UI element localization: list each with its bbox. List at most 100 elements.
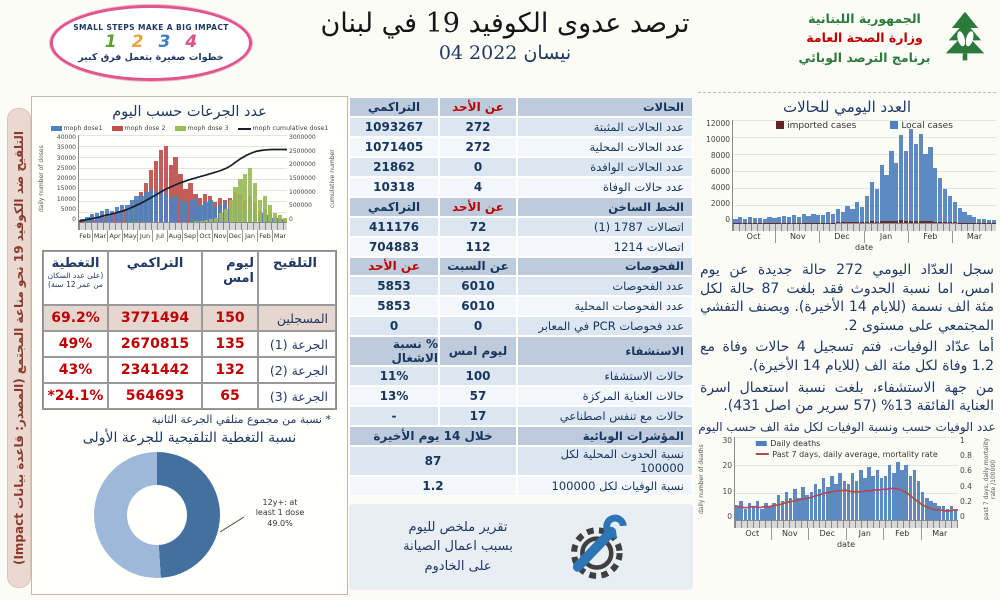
row-value-1: 57 xyxy=(439,386,517,407)
imported-cases-bars xyxy=(733,120,996,223)
row-label: عدد الفحوصات المحلية xyxy=(517,296,693,317)
bar xyxy=(953,508,958,520)
axis-tick-label: 0 xyxy=(289,215,293,223)
doses-chart-title: عدد الجرعات حسب اليوم xyxy=(112,104,267,120)
row-value-1: 0 xyxy=(439,156,517,177)
month-label: Dec xyxy=(809,527,847,540)
badge-slogan-en: SMALL STEPS MAKE A BIG IMPACT xyxy=(73,22,229,32)
bar xyxy=(218,204,223,222)
row-value-1: 6010 xyxy=(439,296,517,317)
axis-tick-label: 0.8 xyxy=(960,451,972,461)
bar xyxy=(850,222,855,223)
bar xyxy=(903,150,909,223)
row-value-1: 272 xyxy=(439,136,517,157)
bar xyxy=(806,215,811,223)
bar xyxy=(805,494,809,520)
row-value-2: 10318 xyxy=(349,176,439,197)
bar xyxy=(257,200,263,222)
bar xyxy=(762,218,767,223)
bar xyxy=(947,195,953,223)
bar xyxy=(178,174,183,222)
row-label: عدد حالات الوفاة xyxy=(517,176,693,197)
bar xyxy=(797,497,801,520)
bar xyxy=(164,193,169,222)
bar xyxy=(942,188,948,223)
bar xyxy=(238,178,243,222)
bar xyxy=(282,217,287,222)
bar xyxy=(863,478,867,520)
daily-trends-panel: العدد اليومي للحالات 12000 10000 8000 6000 4… xyxy=(698,92,997,550)
vaccine-cumulative-value: 2341442 xyxy=(108,357,202,383)
bar xyxy=(168,198,174,222)
bar xyxy=(860,206,865,223)
row-value-2: 1071405 xyxy=(349,136,439,157)
vaccine-coverage-value: 49% xyxy=(43,331,108,357)
dose3-bars xyxy=(79,135,287,222)
dose3-chip xyxy=(174,126,186,131)
bar xyxy=(879,164,884,223)
daily-summary-paragraph: سجل العدّاد اليومي 272 حالة جديدة عن يوم… xyxy=(698,254,996,416)
bar xyxy=(889,220,894,223)
bar xyxy=(204,219,209,222)
bar xyxy=(768,506,772,520)
vaccine-table-row: الجرعة (2) 132 2341442 43% xyxy=(43,357,336,383)
table-row: حالات الاستشفاء 100 11% xyxy=(349,366,693,387)
axis-tick-label: 20 xyxy=(722,461,732,471)
row-label: عدد الحالات المثبتة xyxy=(517,116,693,137)
bar xyxy=(739,500,743,520)
bar xyxy=(896,461,900,520)
bar xyxy=(859,470,863,520)
bar xyxy=(916,481,921,520)
legend-label: moph dose1 xyxy=(63,125,103,132)
month-label: Jan xyxy=(243,230,258,242)
bar xyxy=(218,213,223,222)
bar xyxy=(772,217,777,223)
badge-slogan-ar: خطوات صغيرة بتعمل فرق كبير xyxy=(78,52,224,64)
legend-item-imported: imported cases xyxy=(776,121,856,131)
month-label: May xyxy=(123,230,138,242)
mortality-line-svg xyxy=(735,437,958,520)
vaccine-header-label: التلقيح xyxy=(258,251,336,305)
deaths-month-labels: Oct Nov Dec Jan Feb Mar xyxy=(734,527,958,540)
row-value-2: التراكمي xyxy=(349,196,439,217)
badge-numbers: 1 2 3 4 xyxy=(105,32,197,52)
table-row: اتصالات 1787 (1) 72 411176 xyxy=(349,216,693,237)
row-value-merged: 1.2 xyxy=(349,476,517,496)
deaths-ylabel-right: past 7 days, daily mortality rate /10000… xyxy=(983,437,997,520)
bar xyxy=(952,222,957,223)
row-label: نسبة الحدوث المحلية لكل 100000 xyxy=(517,446,693,476)
row-label: الحالات xyxy=(517,97,693,117)
bar xyxy=(809,492,814,520)
vaccine-cumulative-value: 2670815 xyxy=(108,331,202,357)
axis-tick-label: 15000 xyxy=(56,185,76,193)
row-value-2: 5853 xyxy=(349,276,439,297)
donut-label: 12y+: at least 1 dose 49.0% xyxy=(248,498,312,529)
row-label: اتصالات 1214 xyxy=(517,236,693,257)
table-section-header-row: الحالات عن الأحد التراكمي xyxy=(349,97,693,117)
maintenance-gear-wrench-icon xyxy=(570,514,627,579)
month-label: Oct xyxy=(198,230,213,242)
row-label: عدد الفحوصات xyxy=(517,276,693,297)
vaccine-table-row: الجرعة (3) 65 564693 24.1%* xyxy=(43,383,336,409)
vaccine-coverage-value: 24.1%* xyxy=(43,383,108,409)
bar xyxy=(139,195,144,222)
bar xyxy=(933,168,938,223)
bar xyxy=(738,217,743,223)
row-label: الخط الساخن xyxy=(517,196,693,217)
table-row: عدد فحوصات PCR في المعابر 0 0 xyxy=(349,316,693,337)
row-value-1: 4 xyxy=(439,176,517,197)
bar xyxy=(134,195,139,222)
bar xyxy=(183,202,188,222)
table-row: حالات مع تنفس اصطناعي 17- xyxy=(349,406,693,427)
axis-tick-label: 8000 xyxy=(710,151,730,161)
bar xyxy=(811,213,816,223)
bar xyxy=(178,200,184,222)
bar xyxy=(835,222,840,223)
bar xyxy=(767,217,772,223)
bar xyxy=(899,135,904,223)
axis-tick-label: 6000 xyxy=(710,167,730,177)
bar xyxy=(830,475,834,520)
bar xyxy=(262,195,268,222)
month-label: Sep xyxy=(183,230,198,242)
